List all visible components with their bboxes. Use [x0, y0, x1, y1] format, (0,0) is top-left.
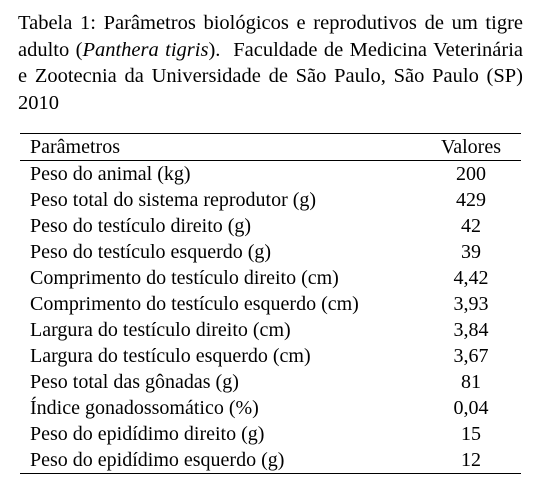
table-row: Índice gonadossomático (%) 0,04 [20, 395, 521, 421]
table-row: Peso total do sistema reprodutor (g) 429 [20, 187, 521, 213]
value-cell: 81 [461, 371, 481, 393]
table-row: Largura do testículo esquerdo (cm) 3,67 [20, 343, 521, 369]
parameter-cell: Peso do epidídimo esquerdo (g) [20, 447, 421, 474]
caption: Tabela 1: Parâmetros biológicos e reprod… [18, 10, 523, 116]
parameter-cell: Peso do testículo esquerdo (g) [30, 241, 272, 263]
caption-text: Tabela 1: Parâmetros biológicos e reprod… [18, 12, 529, 61]
header-row: Parâmetros Valores [20, 133, 521, 161]
table-row: Peso do epidídimo direito (g) 15 [20, 421, 521, 447]
table-row: Comprimento do testículo direito (cm) 4,4… [20, 265, 521, 291]
value-cell: 3,67 [453, 345, 489, 367]
value-cell: 39 [461, 241, 481, 263]
table-row: Largura do testículo direito (cm) 3,84 [20, 317, 521, 343]
table-row: Comprimento do testículo esquerdo (cm) 3,… [20, 291, 521, 317]
parameter-cell: Peso total do sistema reprodutor (g) [30, 189, 317, 211]
table: Parâmetros Valores Peso do animal (kg) 20… [20, 133, 521, 474]
header-cell: Valores [421, 133, 521, 161]
value-cell: 429 [456, 189, 486, 211]
value-cell: 15 [461, 423, 481, 445]
parameter-cell: Largura do testículo esquerdo (cm) [30, 345, 311, 367]
parameter-cell: Índice gonadossomático (%) [30, 397, 259, 419]
value-cell: 3,84 [453, 319, 489, 341]
value-cell: 4,42 [453, 267, 489, 289]
table-row: Peso do animal (kg) 200 [20, 161, 521, 188]
table-row: Peso do epidídimo esquerdo (g) 12 [20, 447, 521, 474]
value-cell: 200 [456, 163, 486, 185]
parameter-cell: Peso do testículo direito (g) [30, 215, 252, 237]
table-row: Peso do testículo direito (g) 42 [20, 213, 521, 239]
parameter-cell: Largura do testículo direito (cm) [30, 319, 291, 341]
parameter-cell: Peso do animal (kg) [30, 163, 191, 185]
caption-text: ). Faculdade de Medicina Veterinária e Z… [18, 38, 534, 114]
value-cell: 0,04 [453, 397, 489, 419]
table-row: Peso total das gônadas (g) 81 [20, 369, 521, 395]
table-row: Peso do testículo esquerdo (g) 39 [20, 239, 521, 265]
parameter-cell: Comprimento do testículo esquerdo (cm) [30, 293, 359, 315]
value-cell: 3,93 [453, 293, 489, 315]
caption-species: Panthera tigris [82, 38, 209, 61]
parameter-cell: Peso do epidídimo direito (g) [30, 423, 265, 445]
value-cell: 12 [421, 447, 521, 474]
value-cell: 42 [461, 215, 481, 237]
parameter-cell: Peso total das gônadas (g) [30, 371, 239, 393]
parameter-cell: Comprimento do testículo direito (cm) [30, 267, 339, 289]
header-cell: Parâmetros [20, 133, 421, 161]
